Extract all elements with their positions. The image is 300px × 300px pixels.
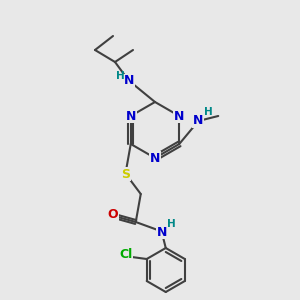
Text: N: N — [126, 110, 136, 122]
Text: N: N — [193, 115, 203, 128]
Text: N: N — [174, 110, 184, 122]
Text: H: H — [167, 219, 176, 229]
Text: O: O — [107, 208, 118, 221]
Text: Cl: Cl — [119, 248, 132, 262]
Text: N: N — [157, 226, 167, 238]
Text: H: H — [204, 107, 213, 117]
Text: S: S — [121, 167, 130, 181]
Text: H: H — [116, 71, 124, 81]
Text: N: N — [150, 152, 160, 164]
Text: N: N — [124, 74, 134, 88]
